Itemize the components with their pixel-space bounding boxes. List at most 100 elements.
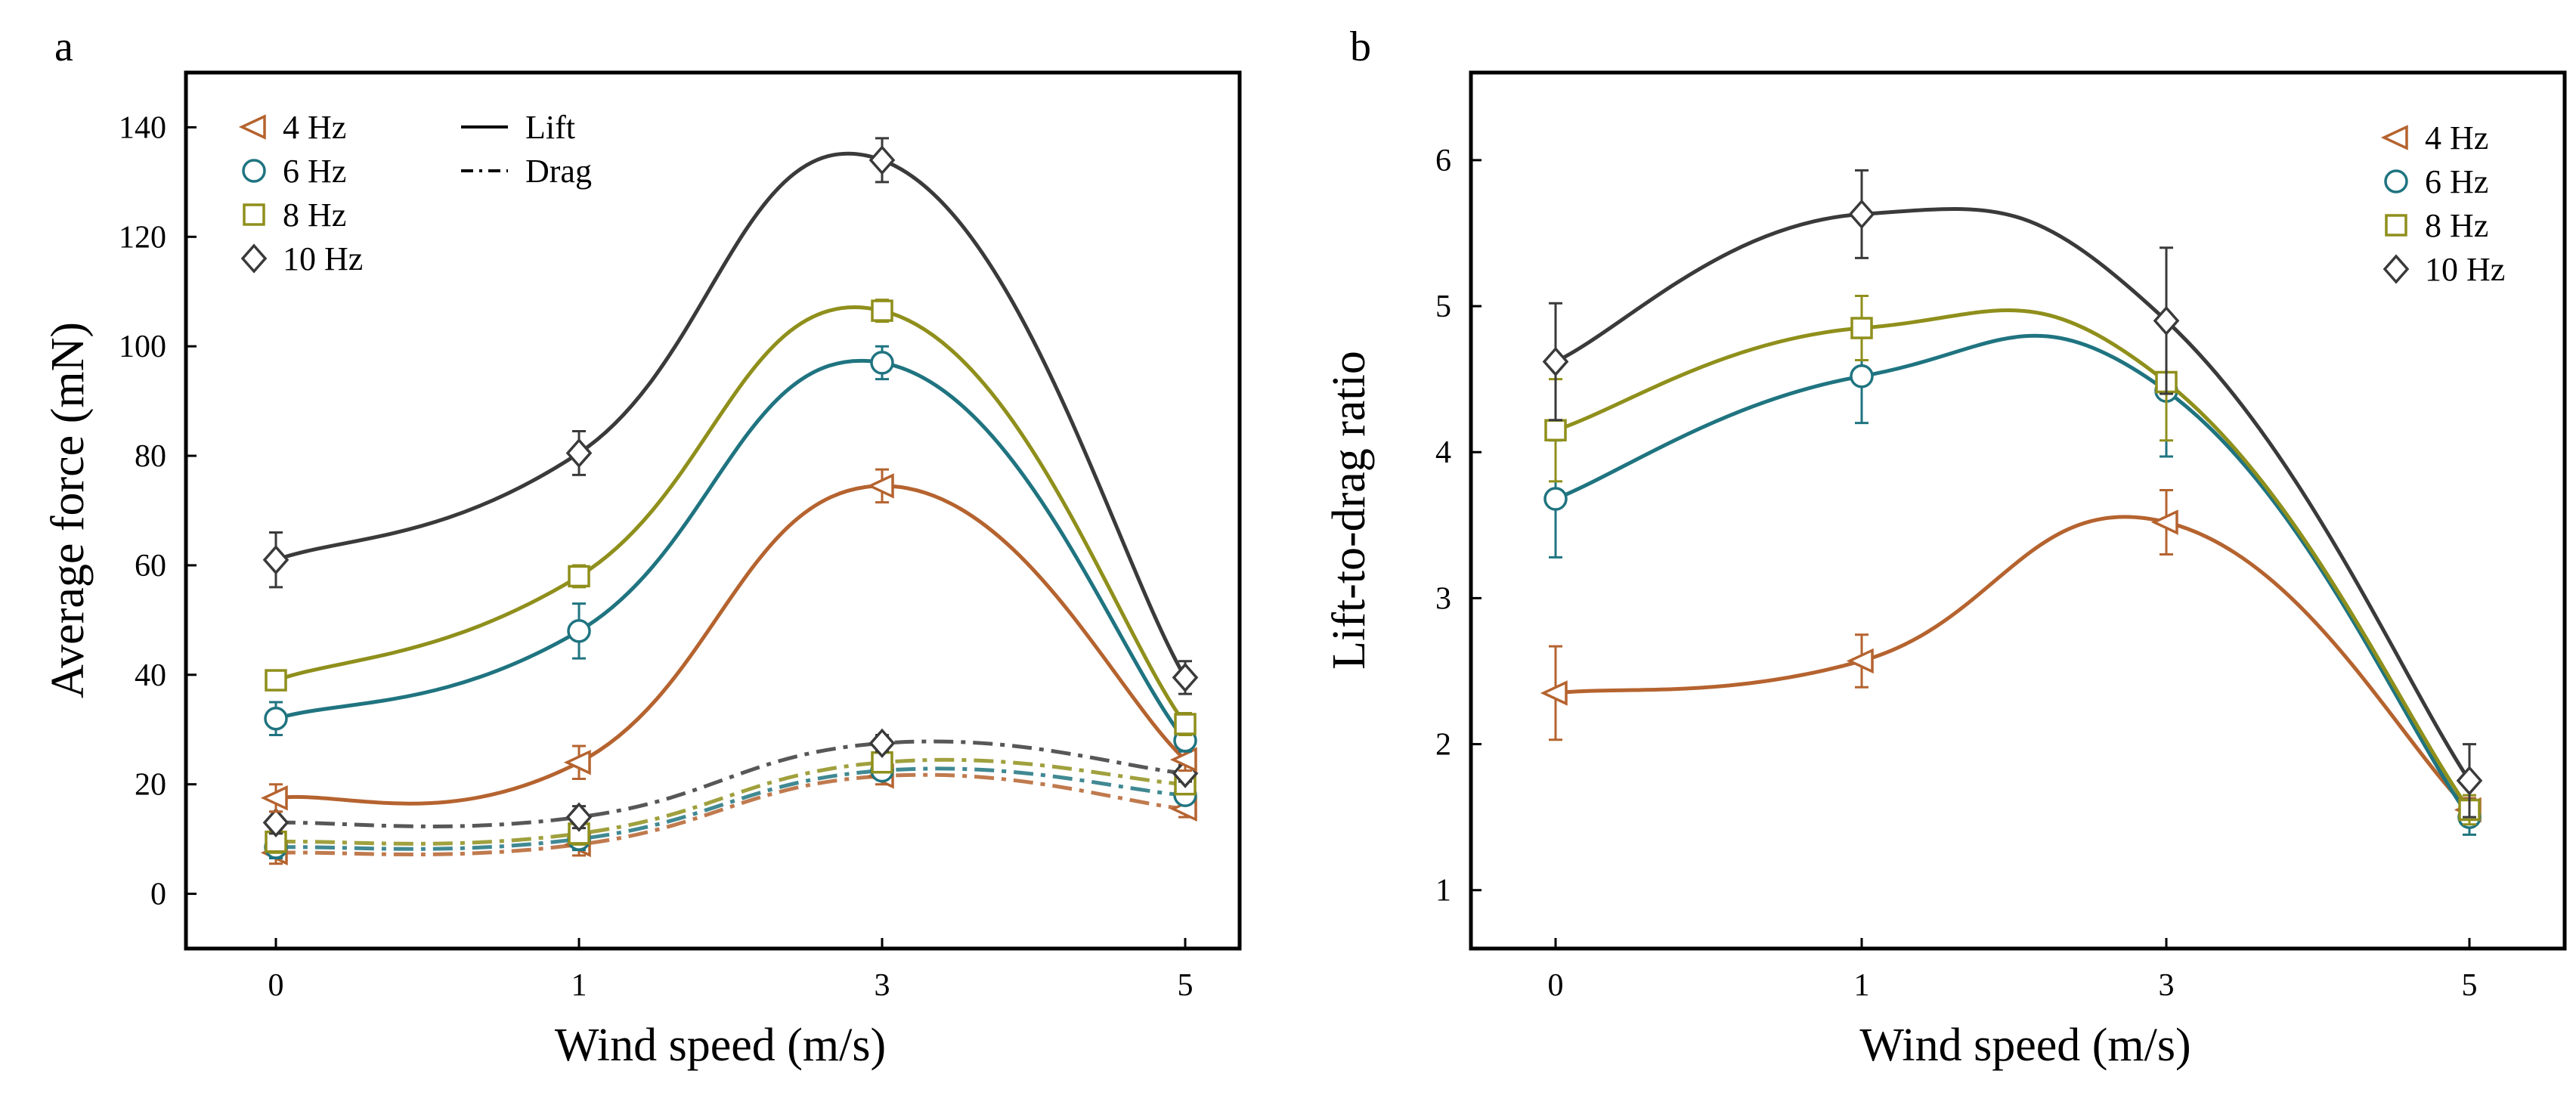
x-axis-title-a: Wind speed (m/s) [555,1020,886,1071]
legend-label: 6 Hz [283,153,346,190]
data-point [565,802,593,832]
panel-b: b 1 2 3 4 5 6 0 1 3 5 Wind speed (m/s) Lift-to-drag … [1324,23,2567,1071]
x-tick-label: 3 [2159,968,2175,1003]
data-point [868,728,896,759]
data-point [1542,346,1569,377]
y-tick-label: 1 [1435,874,1451,908]
data-point [565,438,593,469]
series-10hz-drag [262,728,1199,838]
data-point [2150,509,2178,535]
y-tick-label: 80 [135,439,166,474]
y-tick-label: 3 [1435,581,1451,616]
data-point [1540,680,1568,706]
data-point [265,669,287,692]
x-tick-label: 3 [875,968,890,1003]
series-4hz-lift [260,468,1197,813]
legend-a: 4 Hz 6 Hz 8 Hz 10 Hz Lift Drag [238,109,592,277]
legend-marker [2380,125,2408,150]
panel-letter-a: a [54,23,73,70]
data-point [1174,713,1197,735]
series-10hz-lift [262,137,1199,695]
data-point [2456,766,2483,796]
data-point [567,619,591,643]
data-point [568,565,590,588]
legend-marker [2385,214,2407,237]
series-line [275,359,1187,742]
x-tick-label: 5 [1178,968,1194,1003]
y-tick-label: 120 [119,220,166,255]
legend-marker [2384,169,2408,193]
x-tick-label: 5 [2462,968,2478,1003]
y-tick-label: 20 [135,768,166,803]
legend-label: Lift [525,109,575,146]
data-point [1544,419,1567,442]
x-tick-label: 1 [571,968,587,1003]
y-tick-label: 6 [1435,144,1451,178]
data-point [1850,317,1873,339]
series-line [275,766,1186,851]
series-8hz [1544,295,2481,826]
y-axis-title-a: Average force (mN) [42,322,94,698]
series-4hz [1540,488,2482,823]
series-line [1554,206,2472,782]
legend-label: 6 Hz [2425,163,2488,200]
y-tick-label: 140 [119,110,166,145]
y-tick-label: 100 [119,330,166,364]
legend-label: 8 Hz [283,197,346,234]
data-point [1172,662,1199,693]
x-axis-title-b: Wind speed (m/s) [1859,1020,2191,1071]
legend-label: 4 Hz [283,109,346,146]
data-point [1848,199,1875,230]
legend-label: 8 Hz [2425,207,2488,244]
legend-label: Drag [525,153,592,190]
series-6hz-lift [264,345,1197,753]
series-line [1555,308,2472,811]
legend-label: 10 Hz [2425,251,2505,288]
x-tick-label: 1 [1854,968,1870,1003]
x-tick-label: 0 [1548,968,1564,1003]
plot-frame-a [184,70,1242,951]
series-line [1555,515,2471,812]
data-point [870,351,894,375]
data-point [871,299,893,322]
x-tick-label: 0 [268,968,284,1003]
series-6hz [1543,323,2482,836]
legend-label: 10 Hz [283,240,363,277]
panel-letter-b: b [1350,23,1371,70]
data-point [1846,648,1874,674]
panel-a: a 0 20 40 60 80 100 120 140 0 1 3 5 Wind speed (m/s) A… [42,23,1242,1071]
series-line [275,152,1187,679]
y-tick-label: 40 [135,658,166,693]
series-line [275,772,1186,856]
y-tick-label: 60 [135,549,166,583]
y-tick-label: 5 [1435,289,1451,324]
data-point [1169,747,1197,772]
y-axis-title-b: Lift-to-drag ratio [1324,351,1375,670]
series-8hz-lift [265,299,1197,736]
data-point [260,785,288,811]
series-line [1555,333,2472,819]
data-point [1543,487,1568,511]
legend-marker [240,243,268,274]
series-line [275,305,1187,726]
legend-marker [242,159,266,183]
series-line [275,484,1187,806]
legend-b: 4 Hz 6 Hz 8 Hz 10 Hz [2380,119,2505,288]
y-tick-label: 4 [1435,435,1451,470]
data-point [264,707,288,731]
data-point [868,145,896,175]
legend-marker [2382,254,2410,284]
series-line [275,739,1186,828]
data-point [1850,364,1874,388]
data-point [262,545,289,575]
legend-label: 4 Hz [2425,119,2488,156]
legend-marker [238,114,266,140]
series-line [275,757,1186,846]
series-10hz [1542,169,2483,819]
data-point [2153,305,2180,336]
data-point [563,749,591,775]
data-point [866,473,894,499]
plot-frame-b [1469,70,2567,951]
legend-marker [243,203,265,226]
data-point [262,807,289,838]
